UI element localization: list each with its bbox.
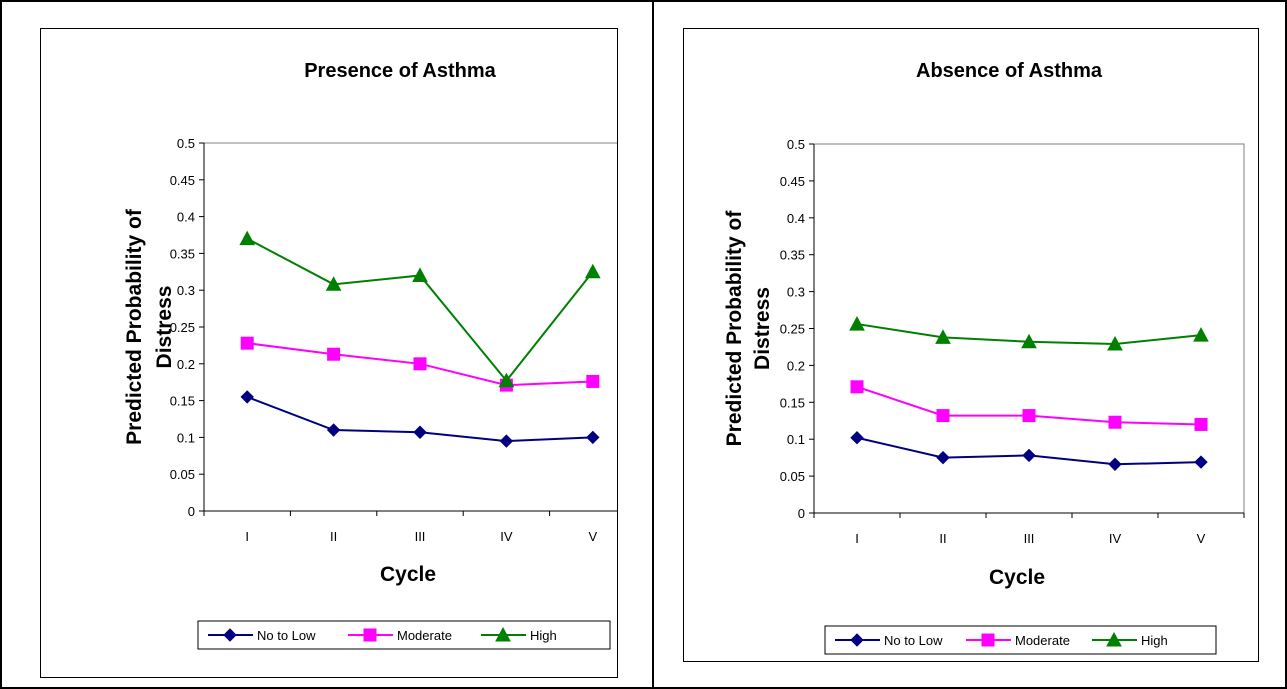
y-tick-label: 0.05 [780, 469, 805, 484]
chart-presence-frame: Presence of Asthma 0 0.05 0.1 0.15 0.2 0.25 0.3… [40, 28, 618, 678]
y-tick-label: 0.3 [177, 283, 195, 298]
cell-divider [652, 0, 654, 689]
x-tick-label: I [855, 531, 859, 546]
chart-title: Absence of Asthma [916, 60, 1103, 82]
y-tick-label: 0.3 [787, 285, 805, 300]
data-point [1023, 410, 1035, 422]
data-point [414, 358, 426, 370]
legend-marker [982, 634, 994, 646]
y-tick-label: 0.05 [170, 467, 195, 482]
legend-label: No to Low [884, 633, 943, 648]
y-tick-label: 0.2 [787, 358, 805, 373]
y-axis-label: Predicted Probability of [123, 208, 146, 445]
legend-label: High [530, 628, 557, 643]
x-tick-label: IV [1109, 531, 1122, 546]
x-tick-label: I [245, 529, 249, 544]
x-tick-label: V [1197, 531, 1206, 546]
y-tick-label: 0 [798, 506, 805, 521]
legend-label: Moderate [397, 628, 452, 643]
y-tick-label: 0.25 [780, 322, 805, 337]
x-tick-label: IV [500, 529, 513, 544]
y-axis-label: Predicted Probability of [723, 210, 746, 447]
legend-label: Moderate [1015, 633, 1070, 648]
data-point [1195, 418, 1207, 430]
chart-title: Presence of Asthma [304, 60, 496, 82]
y-tick-label: 0.35 [170, 246, 195, 261]
legend-marker [364, 629, 376, 641]
data-point [241, 337, 253, 349]
y-tick-label: 0.4 [787, 211, 805, 226]
y-tick-label: 0.4 [177, 210, 195, 225]
data-point [1109, 416, 1121, 428]
chart-absence: Absence of Asthma 0 0.05 0.1 0.15 0.2 0.25 0.3 0… [684, 29, 1258, 661]
y-tick-label: 0.35 [780, 248, 805, 263]
legend-label: High [1141, 633, 1168, 648]
y-axis-label: Distress [153, 286, 176, 369]
x-tick-label: III [415, 529, 426, 544]
y-tick-label: 0.1 [787, 432, 805, 447]
x-axis-label: Cycle [989, 566, 1045, 589]
y-tick-label: 0.45 [170, 173, 195, 188]
y-axis-label: Distress [751, 287, 774, 370]
data-point [937, 410, 949, 422]
chart-presence: Presence of Asthma00.050.10.150.20.250.3… [41, 29, 617, 677]
data-point [851, 381, 863, 393]
y-tick-label: 0.1 [177, 430, 195, 445]
y-tick-label: 0.15 [780, 395, 805, 410]
x-tick-label: V [588, 529, 597, 544]
x-axis-label: Cycle [380, 563, 436, 586]
plot-area [204, 143, 617, 511]
y-tick-label: 0.5 [787, 137, 805, 152]
chart-absence-frame: Absence of Asthma 0 0.05 0.1 0.15 0.2 0.25 0.3 0… [683, 28, 1259, 662]
data-point [328, 348, 340, 360]
data-point [587, 375, 599, 387]
y-tick-label: 0.15 [170, 394, 195, 409]
y-tick-label: 0.5 [177, 136, 195, 151]
x-tick-label: III [1024, 531, 1035, 546]
legend-label: No to Low [257, 628, 316, 643]
x-tick-label: II [330, 529, 337, 544]
y-tick-label: 0.2 [177, 357, 195, 372]
y-tick-label: 0.45 [780, 174, 805, 189]
y-tick-label: 0 [188, 504, 195, 519]
x-tick-label: II [939, 531, 946, 546]
